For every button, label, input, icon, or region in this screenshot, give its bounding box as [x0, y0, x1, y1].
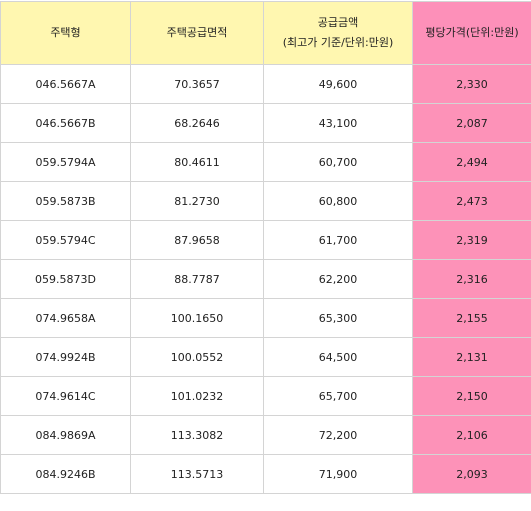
- cell-area: 113.5713: [131, 455, 264, 494]
- cell-price: 62,200: [264, 260, 413, 299]
- header-area: 주택공급면적: [131, 2, 264, 65]
- cell-per-pyeong: 2,319: [413, 221, 531, 260]
- cell-area: 101.0232: [131, 377, 264, 416]
- cell-per-pyeong: 2,473: [413, 182, 531, 221]
- header-row: 주택형 주택공급면적 공급금액 (최고가 기준/단위:만원) 평당가격(단위:만…: [1, 2, 531, 65]
- cell-area: 88.7787: [131, 260, 264, 299]
- cell-price: 43,100: [264, 104, 413, 143]
- cell-area: 100.0552: [131, 338, 264, 377]
- cell-per-pyeong: 2,093: [413, 455, 531, 494]
- cell-per-pyeong: 2,106: [413, 416, 531, 455]
- cell-type: 059.5873D: [1, 260, 131, 299]
- cell-type: 059.5794C: [1, 221, 131, 260]
- cell-area: 70.3657: [131, 65, 264, 104]
- cell-type: 074.9658A: [1, 299, 131, 338]
- cell-type: 059.5873B: [1, 182, 131, 221]
- cell-price: 65,300: [264, 299, 413, 338]
- cell-per-pyeong: 2,155: [413, 299, 531, 338]
- cell-per-pyeong: 2,316: [413, 260, 531, 299]
- header-price-line1: 공급금액: [264, 13, 412, 33]
- cell-price: 72,200: [264, 416, 413, 455]
- cell-price: 49,600: [264, 65, 413, 104]
- header-price-line2: (최고가 기준/단위:만원): [264, 33, 412, 53]
- cell-price: 60,800: [264, 182, 413, 221]
- cell-type: 084.9246B: [1, 455, 131, 494]
- cell-price: 65,700: [264, 377, 413, 416]
- cell-price: 61,700: [264, 221, 413, 260]
- cell-area: 113.3082: [131, 416, 264, 455]
- cell-type: 074.9924B: [1, 338, 131, 377]
- cell-price: 71,900: [264, 455, 413, 494]
- cell-area: 68.2646: [131, 104, 264, 143]
- cell-area: 81.2730: [131, 182, 264, 221]
- cell-price: 64,500: [264, 338, 413, 377]
- cell-type: 059.5794A: [1, 143, 131, 182]
- cell-per-pyeong: 2,150: [413, 377, 531, 416]
- cell-type: 046.5667B: [1, 104, 131, 143]
- cell-per-pyeong: 2,330: [413, 65, 531, 104]
- header-price: 공급금액 (최고가 기준/단위:만원): [264, 2, 413, 65]
- cell-type: 046.5667A: [1, 65, 131, 104]
- header-type: 주택형: [1, 2, 131, 65]
- cell-area: 87.9658: [131, 221, 264, 260]
- cell-area: 100.1650: [131, 299, 264, 338]
- cell-price: 60,700: [264, 143, 413, 182]
- price-table: 주택형 주택공급면적 공급금액 (최고가 기준/단위:만원) 평당가격(단위:만…: [0, 1, 531, 494]
- cell-area: 80.4611: [131, 143, 264, 182]
- cell-per-pyeong: 2,087: [413, 104, 531, 143]
- cell-type: 084.9869A: [1, 416, 131, 455]
- cell-per-pyeong: 2,131: [413, 338, 531, 377]
- cell-type: 074.9614C: [1, 377, 131, 416]
- cell-per-pyeong: 2,494: [413, 143, 531, 182]
- header-per-pyeong: 평당가격(단위:만원): [413, 2, 531, 65]
